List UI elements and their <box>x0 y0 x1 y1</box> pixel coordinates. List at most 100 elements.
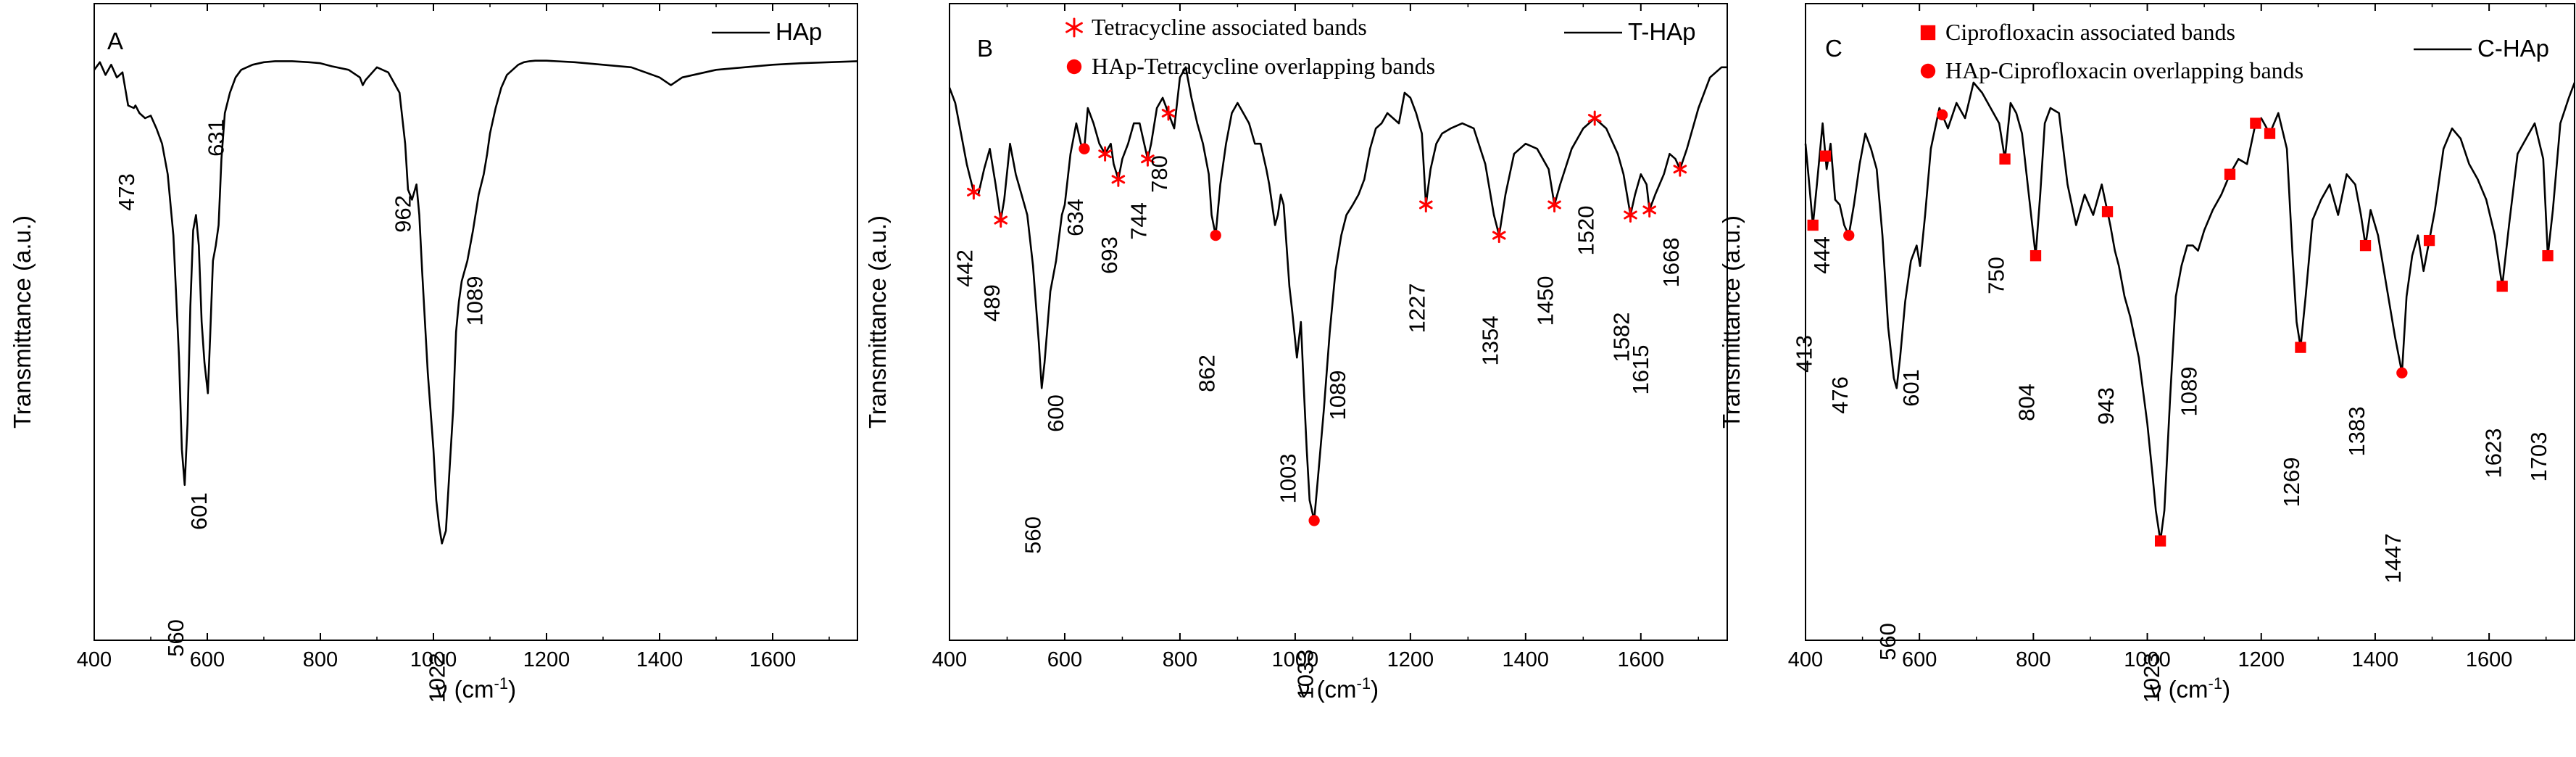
asterisk-stroke <box>1624 210 1637 220</box>
x-axis-label-exponent: -1 <box>2209 674 2223 692</box>
x-axis-label-exponent: -1 <box>494 674 509 692</box>
marker-square <box>1807 219 1819 231</box>
peak-label: 1269 <box>2279 458 2304 508</box>
marker-square <box>2496 281 2508 292</box>
marker-square <box>2154 535 2166 547</box>
peak-label: 744 <box>1126 202 1152 240</box>
asterisk-stroke <box>967 187 981 197</box>
marker-square <box>1999 153 2011 165</box>
marker-asterisk <box>1547 197 1561 212</box>
peak-label: 1003 <box>1275 454 1300 504</box>
x-tick-label: 1000 <box>1272 648 1319 671</box>
peak-label: 1703 <box>2526 432 2551 482</box>
asterisk-stroke <box>1161 109 1176 118</box>
asterisk-stroke <box>994 215 1008 225</box>
peak-label: 600 <box>1043 394 1068 432</box>
asterisk-stroke <box>1098 149 1112 159</box>
marker-square <box>2224 168 2236 180</box>
marker-asterisk <box>994 212 1008 228</box>
x-tick-label: 400 <box>77 648 112 671</box>
marker-asterisk <box>1492 228 1506 244</box>
x-tick-label: 1000 <box>2124 648 2171 671</box>
x-axis-label-exponent: -1 <box>1357 674 1371 692</box>
x-tick-label: 800 <box>2016 648 2051 671</box>
panel-letter: B <box>977 35 993 62</box>
chart-panel-c: 400 600 800 1000 1200 1400 1600 ν (cm-1) Transmi… <box>1718 3 2576 703</box>
y-axis-label: Transmittance (a.u.) <box>9 215 36 429</box>
peak-label: 560 <box>1875 623 1900 661</box>
x-tick-label: 1600 <box>749 648 797 671</box>
peak-label: 1354 <box>1477 316 1503 366</box>
x-tick-label: 1200 <box>523 648 570 671</box>
marker-asterisk <box>1098 146 1112 162</box>
marker-square <box>2359 239 2372 252</box>
peak-label: 750 <box>1983 257 2008 294</box>
x-tick-label: 1600 <box>2466 648 2513 671</box>
x-axis-label-unit: (cm <box>2169 676 2209 703</box>
legend-label: T-HAp <box>1628 18 1696 45</box>
peak-label: 601 <box>1898 369 1924 407</box>
asterisk-stroke <box>1673 165 1687 174</box>
marker-square <box>2423 234 2435 247</box>
marker-asterisk <box>1642 202 1656 218</box>
x-axis-label-unit: (cm <box>454 676 494 703</box>
marker-legend-label: HAp-Tetracycline overlapping bands <box>1092 53 1435 79</box>
marker-circle <box>1079 143 1090 154</box>
x-tick-label: 400 <box>1788 648 1823 671</box>
x-axis-label-close: ) <box>1371 676 1379 703</box>
x-tick-label: 400 <box>932 648 967 671</box>
peak-label: 943 <box>2093 387 2119 425</box>
panel-letter: C <box>1825 35 1842 62</box>
marker-asterisk <box>967 184 981 200</box>
x-axis-label: ν (cm-1) <box>436 674 516 703</box>
peak-label: 1089 <box>462 276 488 326</box>
peak-label: 1447 <box>2380 534 2406 584</box>
peak-label: 489 <box>979 284 1005 322</box>
chart-panel-a: 400 600 800 1000 1200 1400 1600 ν (cm-1) Transmi… <box>9 3 858 703</box>
peak-label: 962 <box>391 195 416 233</box>
marker-circle <box>1843 229 1855 241</box>
peak-label: 560 <box>163 619 188 657</box>
marker-square <box>2264 128 2276 139</box>
marker-square <box>1920 25 1936 41</box>
peak-label: 476 <box>1827 376 1853 414</box>
marker-square <box>2250 117 2261 129</box>
peak-label: 862 <box>1194 355 1219 392</box>
x-axis-label-close: ) <box>2222 676 2230 703</box>
x-tick-label: 1600 <box>1618 648 1665 671</box>
peak-label: 1450 <box>1533 276 1558 326</box>
x-tick-label: 1200 <box>2238 648 2285 671</box>
peak-label: 1227 <box>1404 284 1429 334</box>
peak-label: 1089 <box>1325 371 1350 421</box>
x-axis-label-symbol: ν <box>2150 676 2162 703</box>
marker-legend-label: Ciprofloxacin associated bands <box>1945 19 2235 45</box>
panel-letter: A <box>107 28 123 54</box>
marker-asterisk <box>1111 171 1126 187</box>
peak-label: 1623 <box>2480 429 2506 479</box>
asterisk-stroke <box>1111 175 1126 184</box>
peak-label: 601 <box>186 492 212 530</box>
peak-label: 444 <box>1809 236 1835 274</box>
peak-label: 1022 <box>424 653 449 703</box>
x-tick-label: 600 <box>1047 648 1082 671</box>
x-tick-label: 1000 <box>410 648 457 671</box>
marker-circle <box>1920 63 1936 79</box>
marker-square <box>1819 150 1832 162</box>
peak-label: 560 <box>1020 516 1045 554</box>
peak-label: 780 <box>1147 155 1172 193</box>
x-axis-label: ν (cm-1) <box>2150 674 2230 703</box>
peak-label: 1668 <box>1658 238 1684 288</box>
plot-frame <box>94 3 858 641</box>
peak-label: 804 <box>2014 384 2040 421</box>
spectrum-line-t-hap <box>948 66 1727 522</box>
x-tick-label: 600 <box>1902 648 1937 671</box>
peak-label: 442 <box>952 249 978 287</box>
marker-square <box>2542 250 2554 262</box>
peak-label: 634 <box>1063 199 1088 236</box>
marker-circle <box>1936 109 1948 121</box>
x-axis-label-symbol: ν <box>1298 676 1310 703</box>
peak-label: 1023 <box>2139 653 2164 703</box>
marker-asterisk <box>1161 105 1176 121</box>
x-tick-label: 1400 <box>2352 648 2399 671</box>
marker-square <box>2295 342 2306 353</box>
